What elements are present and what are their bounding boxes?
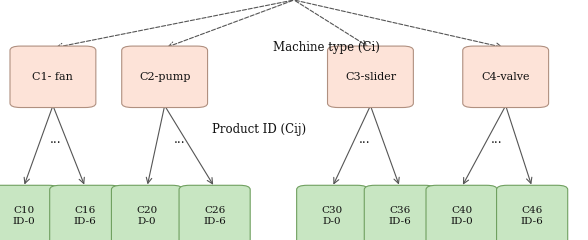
Text: C2-pump: C2-pump: [139, 72, 191, 82]
FancyBboxPatch shape: [463, 46, 549, 108]
Text: C46
ID-6: C46 ID-6: [521, 206, 543, 226]
FancyBboxPatch shape: [179, 185, 250, 240]
Text: C1- fan: C1- fan: [32, 72, 74, 82]
Text: C26
ID-6: C26 ID-6: [203, 206, 226, 226]
FancyBboxPatch shape: [426, 185, 497, 240]
Text: C3-slider: C3-slider: [345, 72, 396, 82]
FancyBboxPatch shape: [49, 185, 121, 240]
FancyBboxPatch shape: [328, 46, 413, 108]
FancyBboxPatch shape: [365, 185, 435, 240]
Text: C36
ID-6: C36 ID-6: [389, 206, 411, 226]
Text: ...: ...: [173, 133, 185, 146]
FancyBboxPatch shape: [10, 46, 96, 108]
FancyBboxPatch shape: [296, 185, 368, 240]
Text: C16
ID-6: C16 ID-6: [74, 206, 96, 226]
Text: C10
ID-0: C10 ID-0: [12, 206, 35, 226]
Text: ...: ...: [359, 133, 370, 146]
Text: C4-valve: C4-valve: [482, 72, 530, 82]
Text: ...: ...: [491, 133, 503, 146]
Text: C30
D-0: C30 D-0: [322, 206, 343, 226]
Text: ...: ...: [50, 133, 62, 146]
FancyBboxPatch shape: [112, 185, 182, 240]
Text: Product ID (Cij): Product ID (Cij): [212, 123, 306, 136]
FancyBboxPatch shape: [122, 46, 208, 108]
FancyBboxPatch shape: [496, 185, 568, 240]
Text: C20
D-0: C20 D-0: [136, 206, 158, 226]
FancyBboxPatch shape: [0, 185, 59, 240]
Text: Machine type (Ci): Machine type (Ci): [273, 42, 380, 54]
Text: C40
ID-0: C40 ID-0: [450, 206, 473, 226]
